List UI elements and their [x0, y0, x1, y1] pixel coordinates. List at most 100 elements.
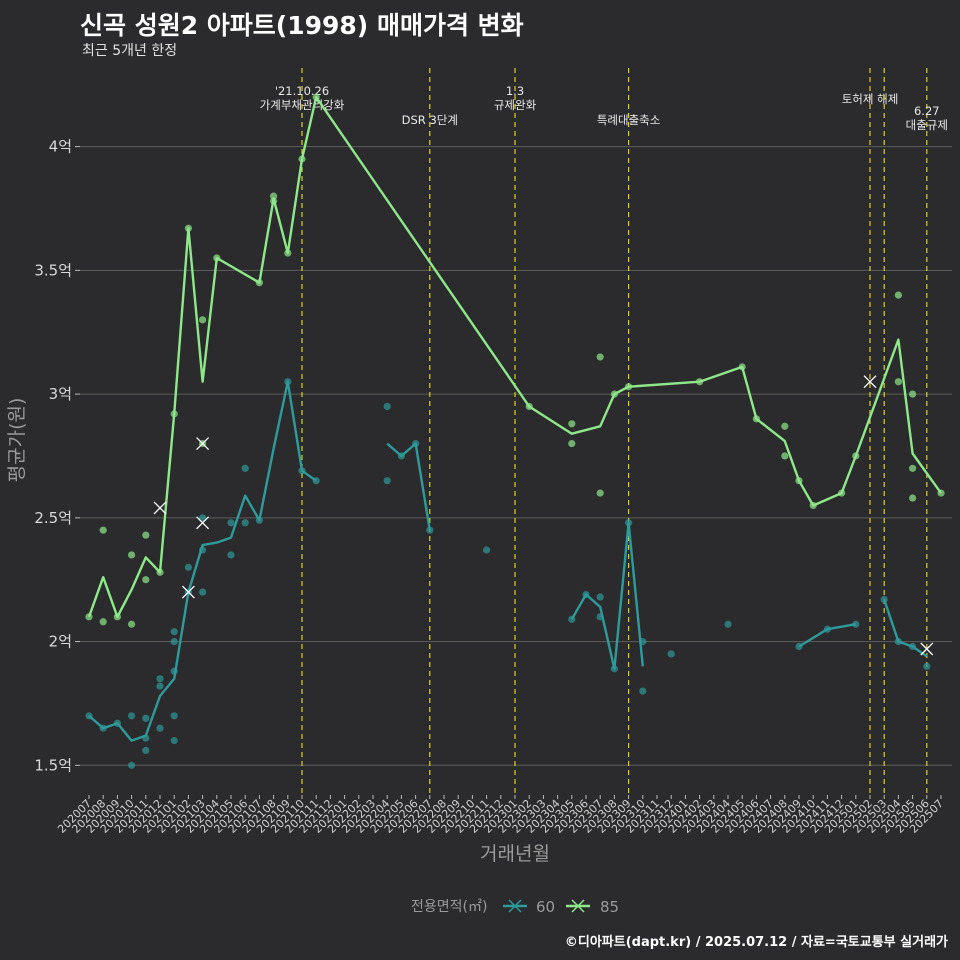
- data-point-85: [199, 316, 207, 324]
- data-point-60: [156, 724, 164, 732]
- chart-subtitle: 최근 5개년 한정: [82, 43, 178, 59]
- source-caption: ©디아파트(dapt.kr) / 2025.07.12 / 자료=국토교통부 실…: [564, 935, 948, 950]
- grid-lines: [80, 146, 952, 766]
- data-point-85: [894, 291, 903, 299]
- data-point-85: [99, 618, 107, 626]
- data-point-60: [128, 712, 136, 720]
- cross-marker-85: [196, 437, 210, 451]
- data-point-85: [568, 420, 576, 428]
- event-label: 1.3 규제완화: [494, 84, 537, 112]
- legend-label: 60: [536, 898, 555, 916]
- data-point-60: [241, 464, 249, 472]
- data-point-85: [909, 494, 917, 502]
- y-tick-label: 4억: [49, 138, 72, 156]
- cross-marker-60: [181, 585, 195, 599]
- cross-stroke: [863, 375, 877, 389]
- cross-stroke: [196, 437, 210, 451]
- data-point-60: [199, 588, 207, 596]
- cross-marker-60: [920, 642, 934, 656]
- y-axis: 1.5억 2억 2.5억 3억 3.5억 4억: [34, 138, 80, 774]
- y-tick-label: 3억: [49, 385, 72, 403]
- data-point-60: [639, 687, 647, 695]
- data-point-85: [596, 489, 604, 497]
- event-label: '21.10.26 가계부채관리강화: [260, 84, 345, 112]
- data-point-85: [596, 353, 604, 361]
- data-point-60: [184, 563, 192, 571]
- series-layer: [85, 93, 945, 769]
- data-point-60: [724, 620, 732, 628]
- event-label-line: 특례대출축소: [597, 113, 660, 127]
- data-point-60: [156, 675, 164, 683]
- cross-stroke: [920, 642, 934, 656]
- data-point-60: [241, 519, 249, 527]
- data-point-85: [568, 439, 576, 448]
- data-point-60: [227, 551, 235, 559]
- event-label: DSR 3단계: [402, 113, 458, 127]
- series-line-60: [88, 380, 317, 742]
- event-label-line: 6.27: [914, 104, 940, 118]
- x-axis-title: 거래년월: [480, 843, 550, 865]
- data-point-85: [781, 452, 789, 460]
- data-point-60: [383, 402, 391, 411]
- data-point-85: [128, 551, 136, 559]
- event-label-line: DSR 3단계: [402, 113, 458, 127]
- data-point-85: [142, 531, 150, 539]
- data-point-60: [227, 519, 235, 527]
- data-point-60: [170, 712, 178, 720]
- data-point-60: [667, 650, 675, 658]
- legend-label: 85: [600, 898, 619, 916]
- legend-swatch-cross: [571, 899, 585, 913]
- cross-stroke: [153, 501, 167, 515]
- series-line-85: [87, 95, 942, 618]
- series-line-60: [798, 623, 857, 648]
- cross-stroke: [181, 585, 195, 599]
- y-tick-label: 2.5억: [34, 509, 72, 527]
- cross-marker-85: [153, 501, 167, 515]
- data-point-60: [596, 593, 604, 601]
- event-label: 특례대출축소: [597, 113, 660, 127]
- legend-item-85: 85: [566, 898, 619, 916]
- data-point-85: [99, 526, 107, 534]
- event-label-line: 대출규제: [906, 118, 948, 132]
- series-line-60: [386, 442, 431, 531]
- y-axis-title: 평균가(원): [6, 398, 28, 483]
- event-label-line: 토허제 해제: [842, 92, 899, 106]
- data-point-60: [156, 682, 164, 690]
- data-point-60: [383, 477, 391, 485]
- cross-marker-85: [863, 375, 877, 389]
- event-label-line: 가계부채관리강화: [260, 98, 345, 112]
- event-label-line: 규제완화: [494, 98, 537, 112]
- data-point-85: [781, 422, 789, 430]
- cross-stroke: [196, 516, 210, 530]
- data-point-85: [894, 378, 903, 386]
- data-point-60: [170, 637, 178, 646]
- series-line-60: [883, 599, 928, 658]
- data-point-60: [923, 662, 931, 670]
- data-point-85: [909, 464, 917, 472]
- event-label-line: 1.3: [506, 84, 524, 98]
- chart-title: 신곡 성원2 아파트(1998) 매매가격 변화: [80, 11, 524, 40]
- y-tick-label: 1.5억: [34, 756, 72, 774]
- cross-marker-60: [196, 516, 210, 530]
- data-point-60: [142, 714, 150, 722]
- event-label-line: '21.10.26: [275, 84, 329, 98]
- data-point-60: [199, 514, 207, 522]
- y-tick-label: 3.5억: [34, 261, 72, 279]
- legend-item-60: 60: [503, 898, 555, 916]
- data-point-85: [128, 620, 136, 628]
- data-point-60: [128, 761, 136, 769]
- data-point-60: [142, 746, 150, 755]
- y-tick-label: 2억: [49, 633, 72, 651]
- legend-swatch-cross: [508, 899, 522, 913]
- data-point-60: [483, 546, 491, 554]
- legend: 전용면적(㎡) 60 85: [411, 898, 619, 916]
- data-point-85: [909, 390, 917, 398]
- legend-title: 전용면적(㎡): [411, 899, 487, 915]
- data-point-60: [170, 628, 178, 636]
- data-point-85: [142, 576, 150, 584]
- event-label: 토허제 해제: [842, 92, 899, 106]
- data-point-60: [170, 736, 178, 745]
- event-label: 6.27 대출규제: [906, 104, 948, 132]
